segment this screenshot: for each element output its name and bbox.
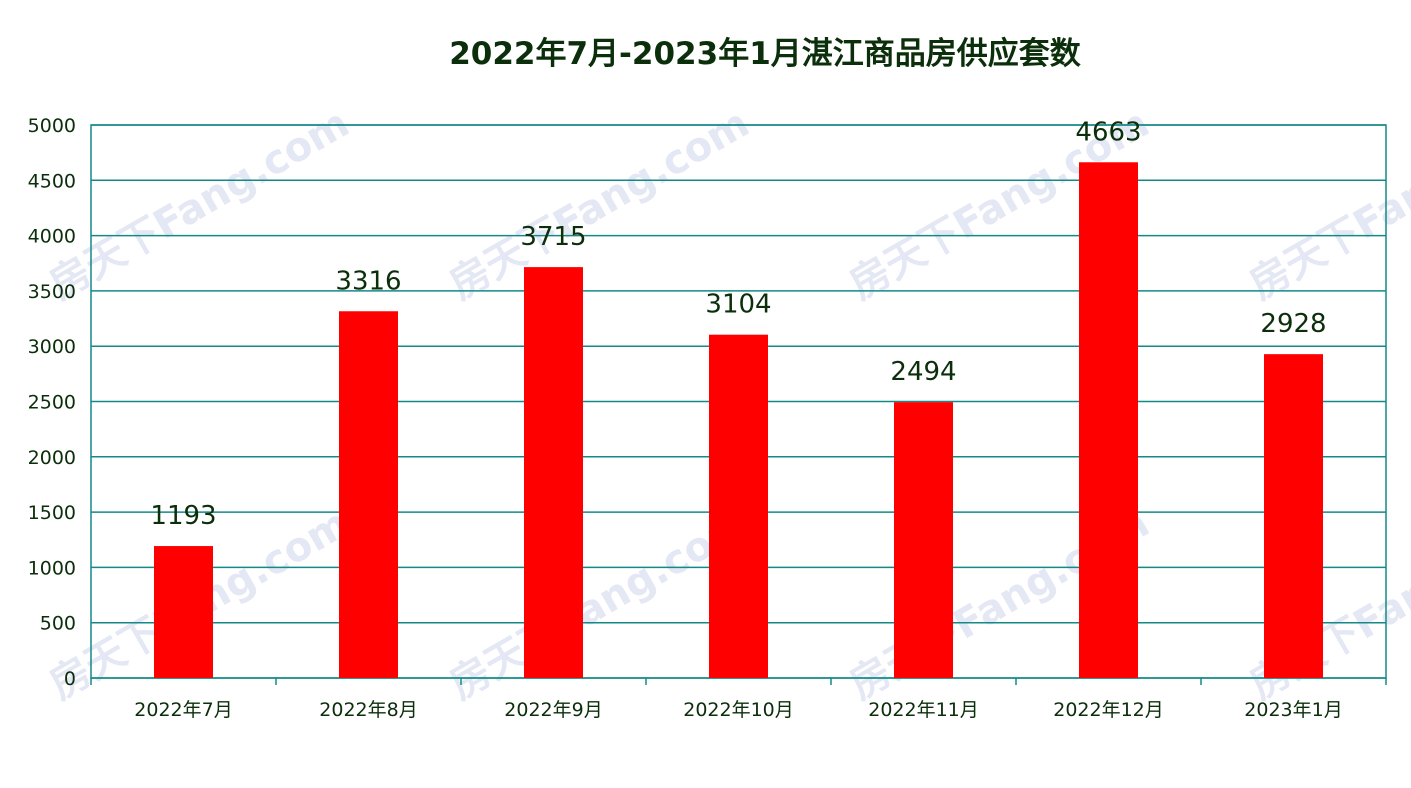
y-tick-label: 1500	[28, 502, 76, 524]
data-label: 4663	[1075, 117, 1141, 147]
data-label: 3316	[335, 266, 401, 296]
bar	[154, 546, 213, 678]
bars	[154, 162, 1323, 678]
y-tick-label: 4000	[28, 226, 76, 248]
x-tick-label: 2022年8月	[319, 699, 417, 721]
bar	[339, 311, 398, 678]
y-tick-label: 0	[64, 668, 76, 690]
y-tick-label: 2000	[28, 447, 76, 469]
y-tick-label: 4500	[28, 170, 76, 192]
x-tick-label: 2022年12月	[1053, 699, 1164, 721]
chart-title: 2022年7月-2023年1月湛江商品房供应套数	[449, 36, 1081, 72]
watermark-text: 房天下Fang.com	[442, 100, 757, 308]
data-label: 2928	[1260, 309, 1326, 339]
x-axis-ticks: 2022年7月 2022年8月 2022年9月 2022年10月 2022年11月 202…	[90, 678, 1387, 721]
y-tick-label: 3000	[28, 336, 76, 358]
y-tick-label: 500	[40, 613, 76, 635]
data-label: 3104	[705, 290, 771, 320]
y-axis-ticks: 0 500 1000 1500 2000 2500 3000 3500 4000 4500 5000	[28, 115, 76, 690]
bar	[1079, 162, 1138, 678]
x-tick-label: 2022年7月	[134, 699, 232, 721]
watermark-text: 房天下Fang.com	[42, 100, 357, 308]
bar	[894, 402, 953, 678]
bar	[709, 334, 768, 678]
x-tick-label: 2022年11月	[868, 699, 979, 721]
y-tick-label: 5000	[28, 115, 76, 137]
data-label: 2494	[890, 357, 956, 387]
data-label: 1193	[150, 501, 216, 531]
x-tick-label: 2022年9月	[504, 699, 602, 721]
x-tick-label: 2023年1月	[1244, 699, 1342, 721]
data-label: 3715	[520, 222, 586, 252]
bar	[524, 267, 583, 678]
y-tick-label: 1000	[28, 557, 76, 579]
bar	[1264, 354, 1323, 678]
y-tick-label: 2500	[28, 392, 76, 414]
x-tick-label: 2022年10月	[683, 699, 794, 721]
data-labels: 1193 3316 3715 3104 2494 4663 2928	[150, 117, 1326, 531]
y-tick-label: 3500	[28, 281, 76, 303]
